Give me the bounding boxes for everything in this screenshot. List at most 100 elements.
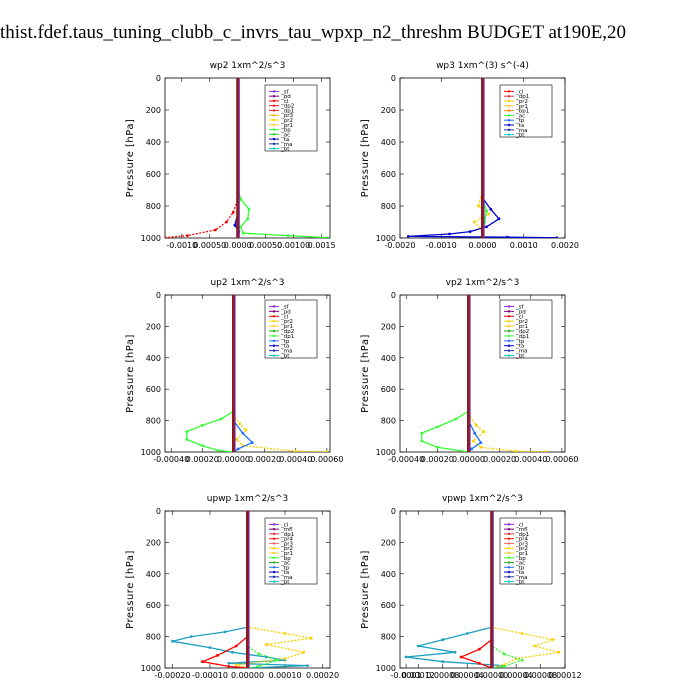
legend-label: _tp (280, 339, 290, 345)
series-point (478, 647, 481, 651)
x-tick-label: 0.00008 (426, 671, 459, 680)
y-tick-label: 1000 (141, 664, 161, 673)
legend-marker (272, 561, 276, 564)
legend-label: _ma (280, 575, 292, 581)
legend-marker (507, 542, 511, 545)
plot-frame (164, 77, 331, 239)
series-point (238, 422, 242, 426)
y-tick-label: 1000 (376, 448, 396, 457)
series-point (219, 417, 223, 421)
legend-marker (272, 542, 276, 545)
legend-marker (507, 339, 511, 343)
legend-label: _ta (515, 123, 524, 129)
legend-marker (272, 128, 276, 131)
legend-label: _mfl (515, 527, 528, 533)
series-point (236, 447, 240, 451)
x-tick-label: 0.00020 (186, 455, 219, 464)
series-point (470, 447, 473, 451)
x-tick-label: -0.0001 (391, 671, 422, 680)
legend-label: _pr3 (515, 541, 529, 547)
legend-marker (272, 354, 276, 357)
legend-label: _dp2 (280, 104, 294, 110)
legend-box (499, 299, 553, 359)
legend-label: _ta (515, 570, 524, 576)
y-tick-label: 0 (391, 74, 396, 83)
series-point (404, 655, 408, 659)
legend-label: _bt (515, 580, 525, 586)
series-point (257, 652, 261, 656)
series-point (231, 650, 234, 654)
legend-label: _pd (280, 309, 291, 315)
panel-title: vp2 1xm^2/s^3 (446, 278, 520, 288)
series-point (227, 661, 231, 665)
y-axis-label: Pressure [hPa] (360, 334, 371, 413)
series-point (557, 650, 561, 654)
series-point (497, 217, 501, 221)
series-point (487, 212, 491, 216)
series-point (471, 439, 475, 443)
legend-label: _tp (515, 339, 525, 345)
legend-label: _dp1 (280, 108, 294, 114)
series-point (234, 644, 238, 648)
series-point (302, 650, 306, 654)
panel-title: wp3 1xm^(3) s^(-4) (436, 61, 529, 71)
y-tick-label: 0 (391, 291, 396, 300)
legend-marker (272, 537, 276, 540)
series-line (232, 295, 254, 452)
series-point (441, 660, 445, 664)
legend-marker (272, 118, 276, 122)
legend-label: _bt (280, 147, 290, 153)
series-point (474, 423, 478, 427)
series-group (404, 511, 561, 668)
legend-label: _bp (280, 128, 291, 134)
legend-label: _tp (515, 565, 525, 571)
panel-2: wp3 1xm^(3) s^(-4) Pressure [hPa] 0 200 400 6… (360, 61, 579, 250)
series-point (213, 228, 217, 232)
legend-label: _ta (280, 344, 289, 350)
legend-marker (507, 104, 511, 108)
panel-title: vpwp 1xm^2/s^3 (442, 494, 523, 504)
legend-marker (272, 329, 276, 333)
y-tick-label: 800 (381, 417, 396, 426)
legend-label: _bp1 (515, 109, 529, 115)
legend-label: _pd (280, 94, 291, 100)
x-tick-label: 0.00010 (268, 671, 301, 680)
legend-label: _cl (515, 522, 524, 528)
legend-label: _pr2 (515, 546, 528, 552)
series-point (201, 660, 204, 664)
legend-label: _ac (280, 132, 290, 138)
series-point (239, 198, 243, 202)
series-point (294, 449, 298, 452)
x-tick-label: 0.00020 (306, 671, 339, 680)
legend-label: _pd (515, 309, 526, 315)
series-point (244, 428, 248, 432)
y-tick-label: 400 (146, 570, 161, 579)
series-line (408, 78, 557, 238)
legend-marker (272, 94, 276, 98)
legend-label: _pr3 (280, 113, 294, 119)
x-tick-label: -0.00040 (388, 455, 424, 464)
legend-marker (507, 95, 511, 98)
legend-marker (272, 142, 276, 146)
series-line (406, 511, 505, 668)
legend-marker (272, 349, 276, 352)
series-point (241, 431, 245, 435)
legend-marker (272, 566, 276, 569)
series-point (453, 650, 457, 654)
series-line (172, 511, 308, 668)
y-tick-label: 600 (146, 385, 161, 394)
series-line (200, 511, 249, 668)
legend-marker (507, 354, 511, 357)
x-tick-label: 0.00020 (248, 455, 281, 464)
legend-label: _bp (515, 556, 526, 562)
series-point (502, 665, 506, 668)
legend-marker (272, 114, 276, 117)
y-tick-label: 800 (146, 633, 161, 642)
series-point (185, 430, 189, 433)
legend-label: _ta (515, 344, 524, 350)
x-tick-label: 0.0020 (551, 241, 579, 250)
x-tick-label: 0.00040 (514, 455, 547, 464)
series-point (468, 230, 472, 234)
legend-label: _pr2 (280, 546, 293, 552)
series-point (479, 441, 483, 444)
